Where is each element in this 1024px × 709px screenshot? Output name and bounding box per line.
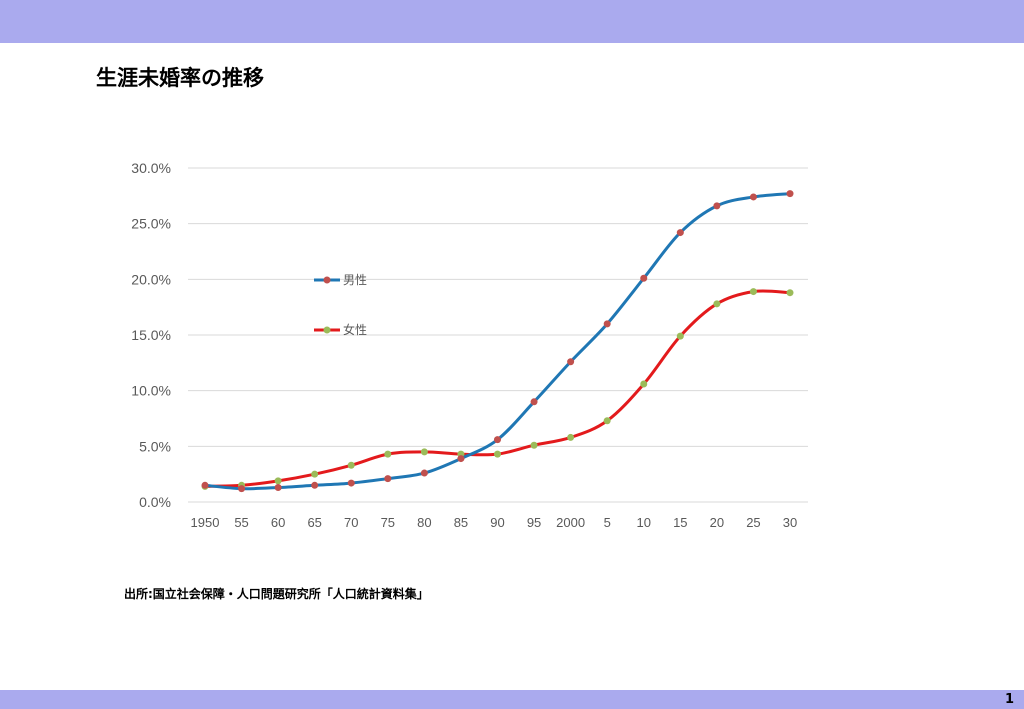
x-tick-label: 85 <box>454 515 468 530</box>
x-tick-label: 30 <box>783 515 797 530</box>
legend-label: 男性 <box>343 273 367 287</box>
data-point <box>238 485 246 493</box>
data-point <box>420 469 428 477</box>
data-point <box>676 229 684 237</box>
data-point <box>274 477 282 485</box>
data-point <box>676 332 684 340</box>
data-point <box>274 484 282 492</box>
legend-label: 女性 <box>343 322 367 337</box>
data-point <box>530 441 538 449</box>
x-tick-label: 1950 <box>191 515 220 530</box>
y-axis-ticks: 0.0% 5.0% 10.0% 15.0% 20.0% 25.0% 30.0% <box>131 160 171 510</box>
slide-title: 生涯未婚率の推移 <box>96 66 264 90</box>
data-point <box>494 436 501 444</box>
x-tick-label: 5 <box>604 515 611 530</box>
data-point <box>603 320 611 328</box>
data-point <box>786 190 794 198</box>
x-tick-label: 2000 <box>556 515 585 530</box>
x-axis-ticks: 1950 55 60 65 70 75 80 85 90 95 2000 5 10 15 20 25 30 <box>191 515 798 530</box>
data-point <box>420 448 428 456</box>
data-point <box>640 380 648 388</box>
data-point <box>384 475 392 483</box>
data-point <box>713 202 721 210</box>
series-line <box>204 192 791 491</box>
data-point <box>749 193 757 201</box>
data-point <box>713 300 721 308</box>
data-point <box>749 288 757 296</box>
x-tick-label: 80 <box>417 515 431 530</box>
x-tick-label: 60 <box>271 515 285 530</box>
y-tick-label: 25.0% <box>131 216 171 232</box>
y-tick-label: 30.0% <box>131 160 171 176</box>
data-point <box>457 455 465 463</box>
source-note: 出所:国立社会保障・人口問題研究所「人口統計資料集」 <box>124 587 429 601</box>
data-point <box>567 433 575 441</box>
x-tick-label: 55 <box>234 515 248 530</box>
page-number: 1 <box>1004 692 1014 707</box>
data-point <box>494 450 501 458</box>
x-tick-label: 65 <box>307 515 321 530</box>
x-tick-label: 20 <box>710 515 724 530</box>
gridlines <box>188 167 808 503</box>
x-tick-label: 15 <box>673 515 687 530</box>
data-point <box>567 358 575 366</box>
series-layer <box>201 190 794 493</box>
x-tick-label: 10 <box>637 515 651 530</box>
y-tick-label: 5.0% <box>139 438 171 454</box>
series-男性 <box>201 190 794 493</box>
data-point <box>347 479 355 487</box>
data-point <box>311 470 319 478</box>
x-tick-label: 70 <box>344 515 358 530</box>
data-point <box>347 461 355 469</box>
data-point <box>530 398 538 406</box>
x-tick-label: 95 <box>527 515 541 530</box>
data-point <box>603 417 611 425</box>
y-tick-label: 0.0% <box>139 494 171 510</box>
y-tick-label: 20.0% <box>131 271 171 287</box>
y-tick-label: 15.0% <box>131 327 171 343</box>
x-tick-label: 75 <box>381 515 395 530</box>
data-point <box>786 289 794 297</box>
legend-marker <box>323 326 331 334</box>
y-tick-label: 10.0% <box>131 383 171 399</box>
x-tick-label: 90 <box>490 515 504 530</box>
data-point <box>640 274 648 282</box>
legend-marker <box>323 276 331 284</box>
data-point <box>311 481 319 489</box>
bottom-band <box>0 690 1024 709</box>
data-point <box>201 481 209 489</box>
data-point <box>384 450 392 458</box>
top-band <box>0 0 1024 43</box>
series-女性 <box>201 288 794 490</box>
x-tick-label: 25 <box>746 515 760 530</box>
